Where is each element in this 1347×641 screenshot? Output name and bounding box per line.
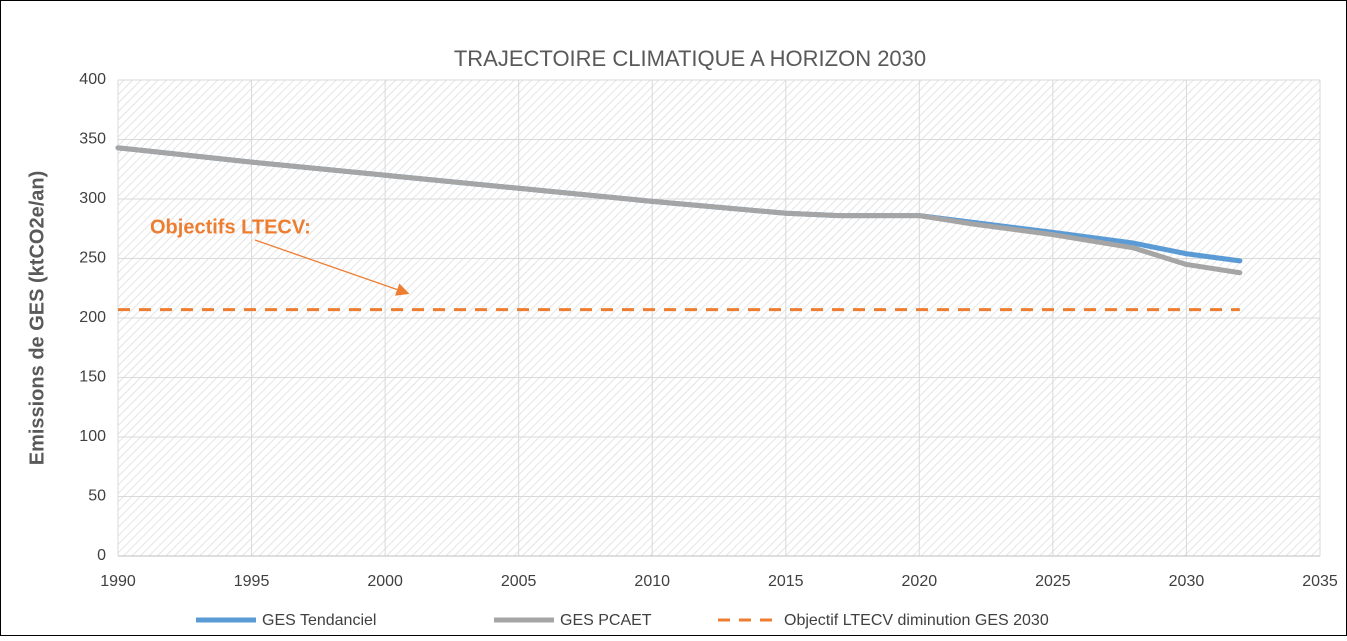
legend-label: GES PCAET xyxy=(560,612,652,629)
x-tick-label: 2000 xyxy=(367,573,403,590)
y-tick-label: 150 xyxy=(79,369,106,386)
y-tick-label: 350 xyxy=(79,131,106,148)
y-tick-label: 50 xyxy=(88,488,106,505)
x-tick-label: 1995 xyxy=(234,573,270,590)
series-line xyxy=(115,145,1243,276)
x-tick-label: 2025 xyxy=(1035,573,1071,590)
y-tick-label: 400 xyxy=(79,71,106,88)
annotation: Objectifs LTECV: xyxy=(150,216,311,238)
x-tick-label: 2020 xyxy=(902,573,938,590)
y-axis-label: Emissions de GES (ktCO2e/an) xyxy=(26,171,48,466)
x-tick-label: 2005 xyxy=(501,573,537,590)
y-tick-label: 250 xyxy=(79,250,106,267)
x-tick-label: 1990 xyxy=(100,573,136,590)
legend-label: GES Tendanciel xyxy=(262,612,376,629)
y-tick-label: 300 xyxy=(79,190,106,207)
annotation-arrow xyxy=(254,239,410,296)
chart-title: TRAJECTOIRE CLIMATIQUE A HORIZON 2030 xyxy=(454,46,926,71)
x-tick-label: 2035 xyxy=(1302,573,1338,590)
y-tick-label: 100 xyxy=(79,428,106,445)
y-tick-label: 200 xyxy=(79,309,106,326)
legend-label: Objectif LTECV diminution GES 2030 xyxy=(784,612,1049,629)
x-tick-label: 2030 xyxy=(1169,573,1205,590)
x-tick-label: 2015 xyxy=(768,573,804,590)
x-tick-label: 2010 xyxy=(634,573,670,590)
y-tick-label: 0 xyxy=(97,547,106,564)
